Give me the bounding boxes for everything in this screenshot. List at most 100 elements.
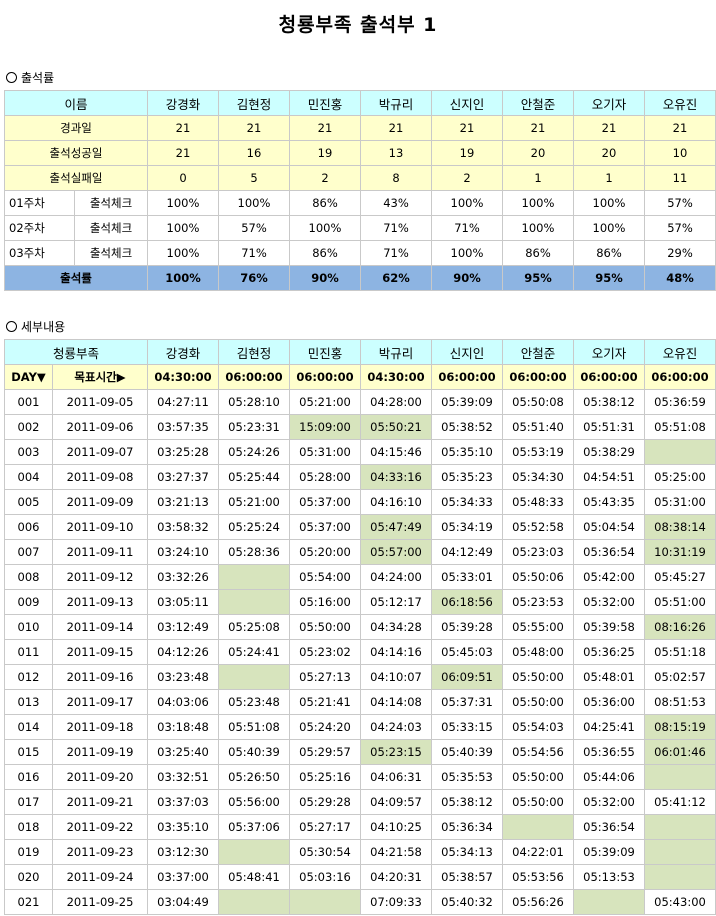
checkin-time-cell: 05:43:35 bbox=[573, 489, 645, 515]
date-cell: 2011-09-21 bbox=[52, 789, 148, 815]
weekly-rate-cell: 100% bbox=[218, 190, 290, 216]
checkin-time-cell: 03:58:32 bbox=[147, 514, 219, 540]
checkin-time-cell: 03:12:49 bbox=[147, 614, 219, 640]
day-row: 019 2011-09-23 03:12:30 05:30:54 04:21:58 05:… bbox=[4, 839, 716, 865]
day-number-cell: 020 bbox=[4, 864, 53, 890]
checkin-time-cell: 05:21:00 bbox=[218, 489, 290, 515]
day-row: 021 2011-09-25 03:04:49 07:09:33 05:40:32 05:… bbox=[4, 889, 716, 915]
checkin-time-cell: 03:05:11 bbox=[147, 589, 219, 615]
weekly-rate-cell: 43% bbox=[360, 190, 432, 216]
checkin-time-cell: 05:32:00 bbox=[573, 789, 645, 815]
weekly-rate-cell: 86% bbox=[289, 240, 361, 266]
checkin-time-cell: 05:51:08 bbox=[644, 414, 716, 440]
day-row: 002 2011-09-06 03:57:35 05:23:31 15:09:00 05:… bbox=[4, 414, 716, 440]
member-name-header: 강경화 bbox=[147, 90, 219, 116]
member-name-header: 박규리 bbox=[360, 339, 432, 365]
checkin-time-cell: 05:23:48 bbox=[218, 689, 290, 715]
day-row: 012 2011-09-16 03:23:48 05:27:13 04:10:07 06:… bbox=[4, 664, 716, 690]
weekly-rate-cell: 57% bbox=[644, 190, 716, 216]
target-time-row: DAY▼ 목표시간▶ 04:30:00 06:00:00 06:00:00 04:30:0… bbox=[4, 364, 716, 390]
weekly-rate-cell: 100% bbox=[289, 215, 361, 241]
day-row: 009 2011-09-13 03:05:11 05:16:00 05:12:17 06:… bbox=[4, 589, 716, 615]
checkin-time-cell: 04:27:11 bbox=[147, 389, 219, 415]
day-row: 016 2011-09-20 03:32:51 05:26:50 05:25:16 04:… bbox=[4, 764, 716, 790]
day-number-cell: 001 bbox=[4, 389, 53, 415]
checkin-time-cell: 05:40:32 bbox=[431, 889, 503, 915]
missed-checkin-cell bbox=[644, 864, 716, 890]
checkin-time-cell: 05:38:29 bbox=[573, 439, 645, 465]
checkin-time-cell: 05:56:00 bbox=[218, 789, 290, 815]
missed-checkin-cell: 08:38:14 bbox=[644, 514, 716, 540]
checkin-time-cell: 04:34:28 bbox=[360, 614, 432, 640]
checkin-time-cell: 05:24:26 bbox=[218, 439, 290, 465]
checkin-time-cell: 05:23:53 bbox=[502, 589, 574, 615]
checkin-time-cell: 05:24:41 bbox=[218, 639, 290, 665]
checkin-time-cell: 04:21:58 bbox=[360, 839, 432, 865]
checkin-time-cell: 05:55:00 bbox=[502, 614, 574, 640]
checkin-time-cell: 05:31:00 bbox=[289, 439, 361, 465]
weekly-rate-cell: 100% bbox=[147, 190, 219, 216]
day-number-cell: 002 bbox=[4, 414, 53, 440]
date-cell: 2011-09-12 bbox=[52, 564, 148, 590]
attendance-rate-cell: 90% bbox=[431, 265, 503, 291]
missed-checkin-cell: 06:09:51 bbox=[431, 664, 503, 690]
date-cell: 2011-09-19 bbox=[52, 739, 148, 765]
attendance-rate-cell: 48% bbox=[644, 265, 716, 291]
member-name-header: 오유진 bbox=[644, 90, 716, 116]
detail-header-row: 청룡부족 강경화 김현정 민진홍 박규리 신지인 안철준 오기자 오유진 bbox=[4, 339, 716, 365]
member-name-header: 박규리 bbox=[360, 90, 432, 116]
checkin-time-cell: 05:54:03 bbox=[502, 714, 574, 740]
checkin-time-cell: 05:04:54 bbox=[573, 514, 645, 540]
checkin-time-cell: 05:50:00 bbox=[502, 664, 574, 690]
target-time-cell: 06:00:00 bbox=[573, 364, 645, 390]
missed-checkin-cell bbox=[644, 439, 716, 465]
checkin-time-cell: 05:38:12 bbox=[431, 789, 503, 815]
day-number-cell: 010 bbox=[4, 614, 53, 640]
stat-value-cell: 21 bbox=[644, 115, 716, 141]
summary-section-text: 출석률 bbox=[21, 71, 55, 85]
checkin-time-cell: 03:25:28 bbox=[147, 439, 219, 465]
checkin-time-cell: 05:26:50 bbox=[218, 764, 290, 790]
weekly-rate-cell: 71% bbox=[431, 215, 503, 241]
checkin-time-cell: 03:23:48 bbox=[147, 664, 219, 690]
checkin-time-cell: 05:54:00 bbox=[289, 564, 361, 590]
checkin-time-cell: 04:20:31 bbox=[360, 864, 432, 890]
checkin-time-cell: 05:54:56 bbox=[502, 739, 574, 765]
weekly-rate-cell: 100% bbox=[502, 215, 574, 241]
missed-checkin-cell bbox=[218, 664, 290, 690]
checkin-time-cell: 05:25:00 bbox=[644, 464, 716, 490]
day-number-cell: 018 bbox=[4, 814, 53, 840]
checkin-time-cell: 03:57:35 bbox=[147, 414, 219, 440]
weekly-check-row: 01주차 출석체크 100% 100% 86% 43% 100% 100% 100% 57% bbox=[4, 190, 716, 216]
stat-value-cell: 19 bbox=[289, 140, 361, 166]
page-title: 청룡부족 출석부 1 bbox=[278, 14, 438, 36]
stat-value-cell: 1 bbox=[502, 165, 574, 191]
checkin-time-cell: 05:23:31 bbox=[218, 414, 290, 440]
checkin-time-cell: 05:28:00 bbox=[289, 464, 361, 490]
missed-checkin-cell: 05:47:49 bbox=[360, 514, 432, 540]
attendance-rate-cell: 95% bbox=[502, 265, 574, 291]
checkin-time-cell: 05:31:00 bbox=[644, 489, 716, 515]
stat-value-cell: 1 bbox=[573, 165, 645, 191]
missed-checkin-cell bbox=[644, 764, 716, 790]
stat-value-cell: 21 bbox=[573, 115, 645, 141]
member-name-header: 김현정 bbox=[218, 90, 290, 116]
checkin-time-cell: 05:28:36 bbox=[218, 539, 290, 565]
checkin-time-cell: 05:21:00 bbox=[289, 389, 361, 415]
checkin-time-cell: 05:45:03 bbox=[431, 639, 503, 665]
weekly-rate-cell: 29% bbox=[644, 240, 716, 266]
checkin-time-cell: 05:50:00 bbox=[502, 764, 574, 790]
missed-checkin-cell bbox=[218, 564, 290, 590]
checkin-time-cell: 05:38:52 bbox=[431, 414, 503, 440]
checkin-time-cell: 05:37:00 bbox=[289, 514, 361, 540]
summary-header-row: 이름 강경화 김현정 민진홍 박규리 신지인 안철준 오기자 오유진 bbox=[4, 90, 716, 116]
date-cell: 2011-09-07 bbox=[52, 439, 148, 465]
checkin-time-cell: 05:50:08 bbox=[502, 389, 574, 415]
checkin-time-cell: 05:36:25 bbox=[573, 639, 645, 665]
checkin-time-cell: 04:24:00 bbox=[360, 564, 432, 590]
weekly-rate-cell: 100% bbox=[147, 240, 219, 266]
missed-checkin-cell: 10:31:19 bbox=[644, 539, 716, 565]
stat-value-cell: 5 bbox=[218, 165, 290, 191]
weekly-rate-cell: 86% bbox=[573, 240, 645, 266]
missed-checkin-cell: 08:16:26 bbox=[644, 614, 716, 640]
